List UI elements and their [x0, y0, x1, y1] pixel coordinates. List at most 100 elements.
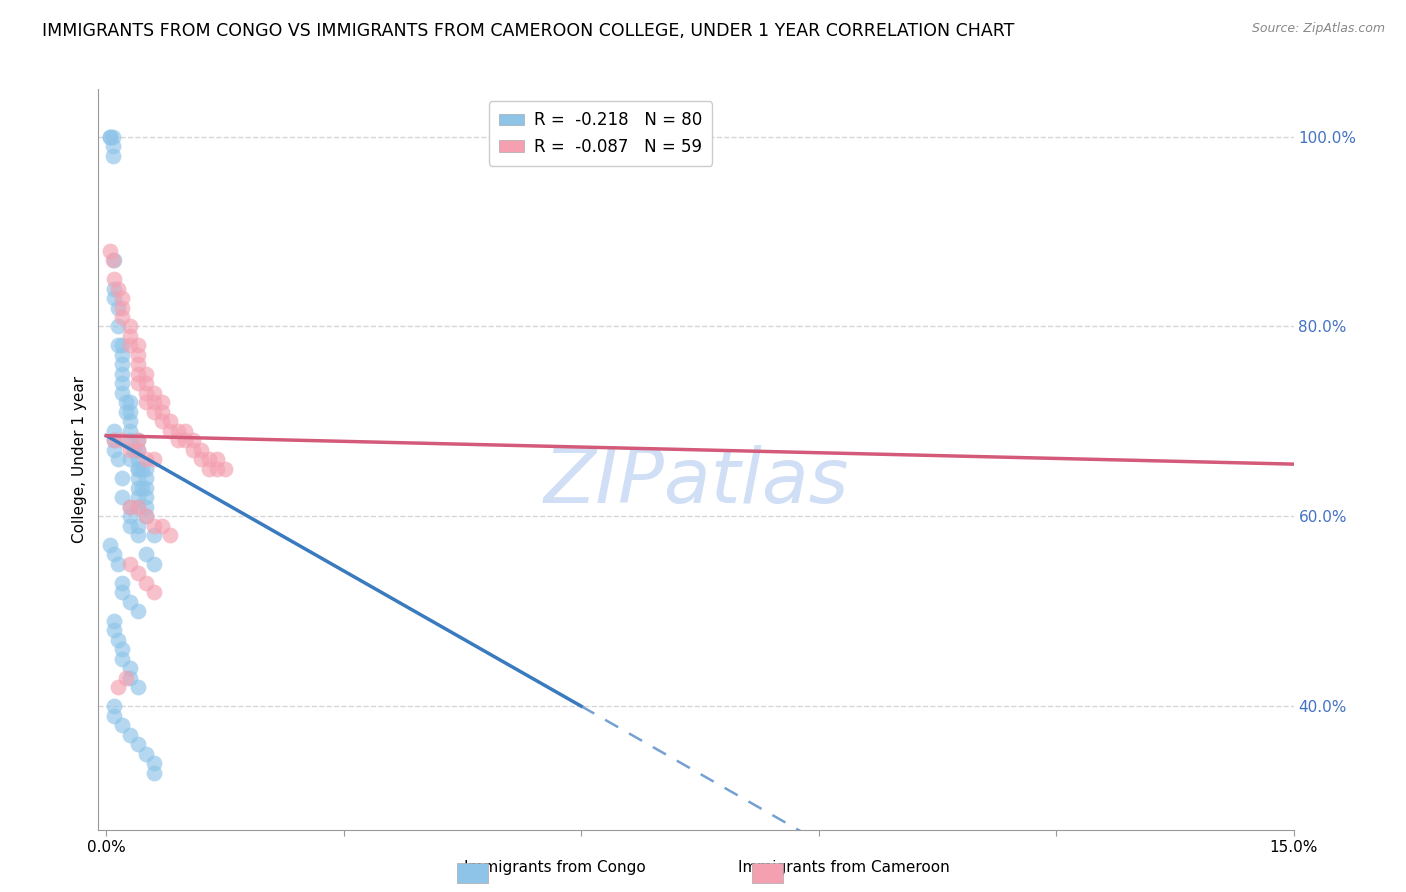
Point — [120, 319, 142, 334]
Point — [127, 442, 149, 457]
Point — [142, 557, 165, 571]
Point — [111, 585, 134, 599]
Point — [127, 500, 149, 514]
Point — [198, 452, 221, 467]
Point — [111, 642, 134, 657]
Point — [120, 728, 142, 742]
Point — [107, 319, 129, 334]
Point — [135, 471, 157, 485]
Point — [111, 651, 134, 665]
Point — [111, 718, 134, 732]
Point — [127, 481, 149, 495]
Point — [98, 129, 121, 144]
Point — [150, 395, 173, 409]
Point — [103, 281, 125, 295]
Point — [183, 442, 205, 457]
Text: IMMIGRANTS FROM CONGO VS IMMIGRANTS FROM CAMEROON COLLEGE, UNDER 1 YEAR CORRELAT: IMMIGRANTS FROM CONGO VS IMMIGRANTS FROM… — [42, 22, 1015, 40]
Point — [127, 518, 149, 533]
Point — [107, 281, 129, 295]
Point — [98, 244, 121, 258]
Point — [101, 253, 124, 268]
Point — [103, 547, 125, 561]
Point — [120, 500, 142, 514]
Point — [107, 557, 129, 571]
Point — [101, 139, 124, 153]
Point — [120, 671, 142, 685]
Point — [166, 424, 188, 438]
Point — [111, 310, 134, 324]
Point — [122, 442, 145, 457]
Point — [127, 367, 149, 381]
Point — [107, 338, 129, 352]
Point — [120, 500, 142, 514]
Point — [115, 395, 138, 409]
Text: Immigrants from Cameroon: Immigrants from Cameroon — [738, 861, 949, 875]
Text: Immigrants from Congo: Immigrants from Congo — [464, 861, 647, 875]
Point — [103, 434, 125, 448]
Point — [135, 395, 157, 409]
Point — [135, 376, 157, 391]
Point — [103, 253, 125, 268]
Point — [159, 424, 181, 438]
Point — [142, 528, 165, 542]
Point — [127, 338, 149, 352]
Point — [142, 395, 165, 409]
Point — [120, 405, 142, 419]
Point — [103, 614, 125, 628]
Point — [103, 434, 125, 448]
Point — [127, 462, 149, 476]
Point — [120, 329, 142, 343]
Point — [127, 737, 149, 751]
Point — [103, 699, 125, 714]
Point — [135, 575, 157, 590]
Point — [183, 434, 205, 448]
Point — [111, 338, 134, 352]
Point — [142, 386, 165, 401]
Point — [127, 491, 149, 505]
Point — [166, 434, 188, 448]
Point — [205, 452, 228, 467]
Point — [159, 414, 181, 428]
Point — [214, 462, 236, 476]
Point — [107, 680, 129, 694]
Point — [135, 547, 157, 561]
Point — [174, 424, 197, 438]
Point — [103, 624, 125, 638]
Point — [107, 452, 129, 467]
Point — [111, 471, 134, 485]
Point — [131, 462, 153, 476]
Point — [150, 518, 173, 533]
Legend: R =  -0.218   N = 80, R =  -0.087   N = 59: R = -0.218 N = 80, R = -0.087 N = 59 — [489, 101, 711, 166]
Point — [115, 405, 138, 419]
Point — [142, 756, 165, 771]
Point — [205, 462, 228, 476]
Point — [120, 518, 142, 533]
Point — [135, 747, 157, 761]
Point — [120, 414, 142, 428]
Y-axis label: College, Under 1 year: College, Under 1 year — [72, 376, 87, 543]
Point — [150, 414, 173, 428]
Point — [98, 538, 121, 552]
Point — [135, 509, 157, 524]
Point — [115, 671, 138, 685]
Point — [120, 509, 142, 524]
Point — [103, 291, 125, 305]
Point — [111, 434, 134, 448]
Point — [190, 452, 212, 467]
Point — [131, 481, 153, 495]
Point — [120, 395, 142, 409]
Point — [120, 557, 142, 571]
Point — [127, 680, 149, 694]
Point — [120, 442, 142, 457]
Point — [101, 129, 124, 144]
Point — [190, 442, 212, 457]
Point — [127, 462, 149, 476]
Point — [103, 708, 125, 723]
Point — [142, 518, 165, 533]
Point — [127, 604, 149, 618]
Point — [111, 348, 134, 362]
Point — [127, 442, 149, 457]
Point — [135, 500, 157, 514]
Point — [103, 272, 125, 286]
Point — [127, 434, 149, 448]
